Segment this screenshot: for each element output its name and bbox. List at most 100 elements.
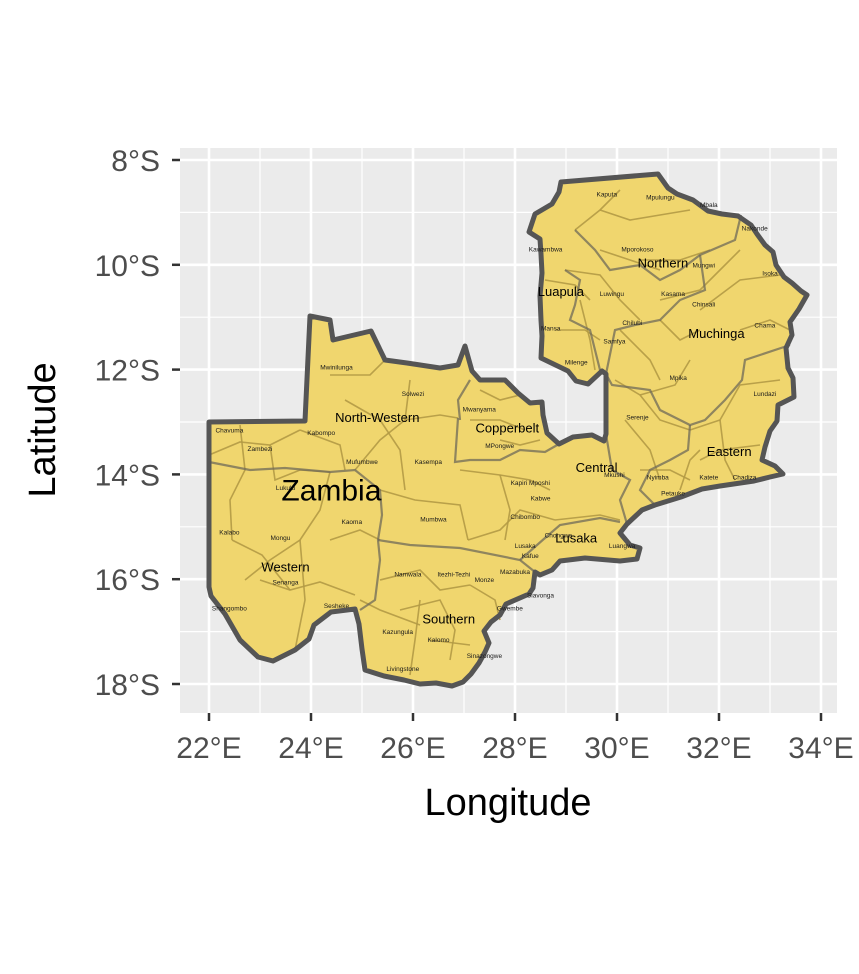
x-tick-label: 22°E	[176, 732, 241, 765]
province-boundary	[574, 214, 743, 282]
district-label: Samfya	[603, 338, 625, 345]
district-boundary	[231, 539, 291, 591]
district-boundary	[574, 189, 621, 231]
district-label: Mbala	[700, 202, 718, 209]
x-axis-title: Longitude	[425, 782, 592, 824]
x-tick-label: 34°E	[788, 732, 853, 765]
district-label: Kabwe	[531, 496, 551, 503]
district-boundary	[739, 319, 791, 331]
district-label: Chinsali	[692, 302, 715, 309]
district-label: Kafue	[522, 553, 539, 560]
y-tick-label: 18°S	[95, 669, 160, 702]
province-boundaries	[208, 214, 791, 611]
district-labels: Kaputa Mpulungu Mbala Nakonde Kawambwa Mporok…	[212, 192, 778, 673]
country-label: Zambia	[281, 475, 381, 508]
district-label: Kaoma	[341, 519, 362, 526]
district-boundary	[554, 514, 621, 521]
district-label: Lukulu	[276, 485, 296, 492]
district-label: Shangombo	[212, 606, 247, 613]
district-boundary	[429, 639, 471, 646]
y-tick-label: 12°S	[95, 355, 160, 388]
district-label: Milenge	[565, 359, 588, 366]
district-label: Gwembe	[497, 606, 523, 613]
district-boundary	[329, 529, 381, 541]
district-boundary	[619, 329, 661, 381]
district-boundary	[699, 274, 781, 311]
district-label: Lundazi	[754, 391, 777, 398]
district-boundary	[659, 249, 741, 301]
district-label: Chilubi	[622, 320, 642, 327]
province-label: North-Western	[335, 410, 419, 425]
province-label: Lusaka	[555, 531, 598, 546]
district-label: Kaputa	[596, 192, 617, 199]
district-boundary	[259, 579, 356, 596]
province-boundary	[604, 433, 632, 525]
district-boundary	[354, 379, 411, 471]
district-label: Mazabuka	[500, 569, 530, 576]
district-label: Luangwa	[609, 543, 636, 550]
district-label: Kazungula	[382, 629, 413, 636]
district-label: Kalomo	[427, 637, 449, 644]
district-boundary	[564, 269, 641, 321]
district-boundary	[299, 429, 346, 471]
district-boundary	[409, 599, 421, 676]
district-label: Nakonde	[742, 226, 768, 233]
district-label: Mporokoso	[621, 247, 654, 254]
country-outline	[206, 171, 810, 689]
district-label: Kabompo	[307, 430, 335, 437]
district-label: Chibombo	[510, 514, 540, 521]
district-label: Mpika	[670, 375, 688, 382]
x-tick-label: 26°E	[380, 732, 445, 765]
district-boundary	[459, 469, 551, 491]
district-boundary	[699, 444, 761, 461]
district-boundary	[359, 599, 421, 626]
district-label: MPongwe	[485, 443, 514, 450]
province-boundary	[456, 379, 471, 421]
province-boundary	[604, 254, 707, 375]
district-label: Chavuma	[215, 427, 243, 434]
province-boundary	[519, 516, 621, 561]
district-label: Serenje	[626, 414, 649, 421]
district-boundary	[599, 249, 661, 271]
district-boundary	[344, 399, 406, 491]
province-boundary	[208, 460, 384, 541]
province-boundary	[453, 417, 560, 464]
district-label: Chama	[754, 323, 775, 330]
province-label: Western	[261, 559, 309, 574]
district-label: Solwezi	[402, 391, 424, 398]
district-boundary	[719, 419, 736, 481]
x-tick-label: 32°E	[686, 732, 751, 765]
district-label: Mongu	[270, 535, 290, 542]
district-label: Chadiza	[733, 475, 757, 482]
district-label: Siavonga	[527, 593, 554, 600]
district-boundary	[330, 359, 386, 376]
district-boundary	[379, 489, 469, 541]
y-tick-label: 10°S	[95, 250, 160, 283]
province-boundary	[377, 538, 536, 573]
district-boundary	[689, 379, 781, 431]
district-boundary	[544, 279, 591, 301]
province-label: Central	[576, 460, 618, 475]
province-label: Northern	[638, 255, 689, 270]
district-label: Mumbwa	[420, 517, 447, 524]
district-label: Kasama	[661, 291, 685, 298]
y-tick-label: 8°S	[111, 145, 160, 178]
x-tick-label: 30°E	[584, 732, 649, 765]
district-boundary	[659, 319, 701, 341]
district-boundary	[555, 329, 601, 341]
district-boundary	[404, 414, 459, 421]
province-boundary	[638, 424, 692, 506]
y-axis: 8°S 10°S 12°S 14°S 16°S 18°S	[95, 145, 180, 702]
province-boundary	[359, 539, 382, 611]
district-boundary	[379, 569, 471, 591]
district-label: Sinazongwe	[467, 653, 503, 660]
district-label: Mkushi	[604, 472, 625, 479]
district-label: Luwingu	[600, 291, 625, 298]
district-label: Mansa	[541, 325, 561, 332]
x-axis: 22°E 24°E 26°E 28°E 30°E 32°E 34°E	[176, 713, 854, 765]
district-label: Kalabo	[219, 530, 240, 537]
province-boundary	[605, 343, 791, 427]
district-label: Isoka	[762, 270, 778, 277]
district-boundary	[294, 539, 306, 651]
district-boundary	[470, 419, 526, 431]
